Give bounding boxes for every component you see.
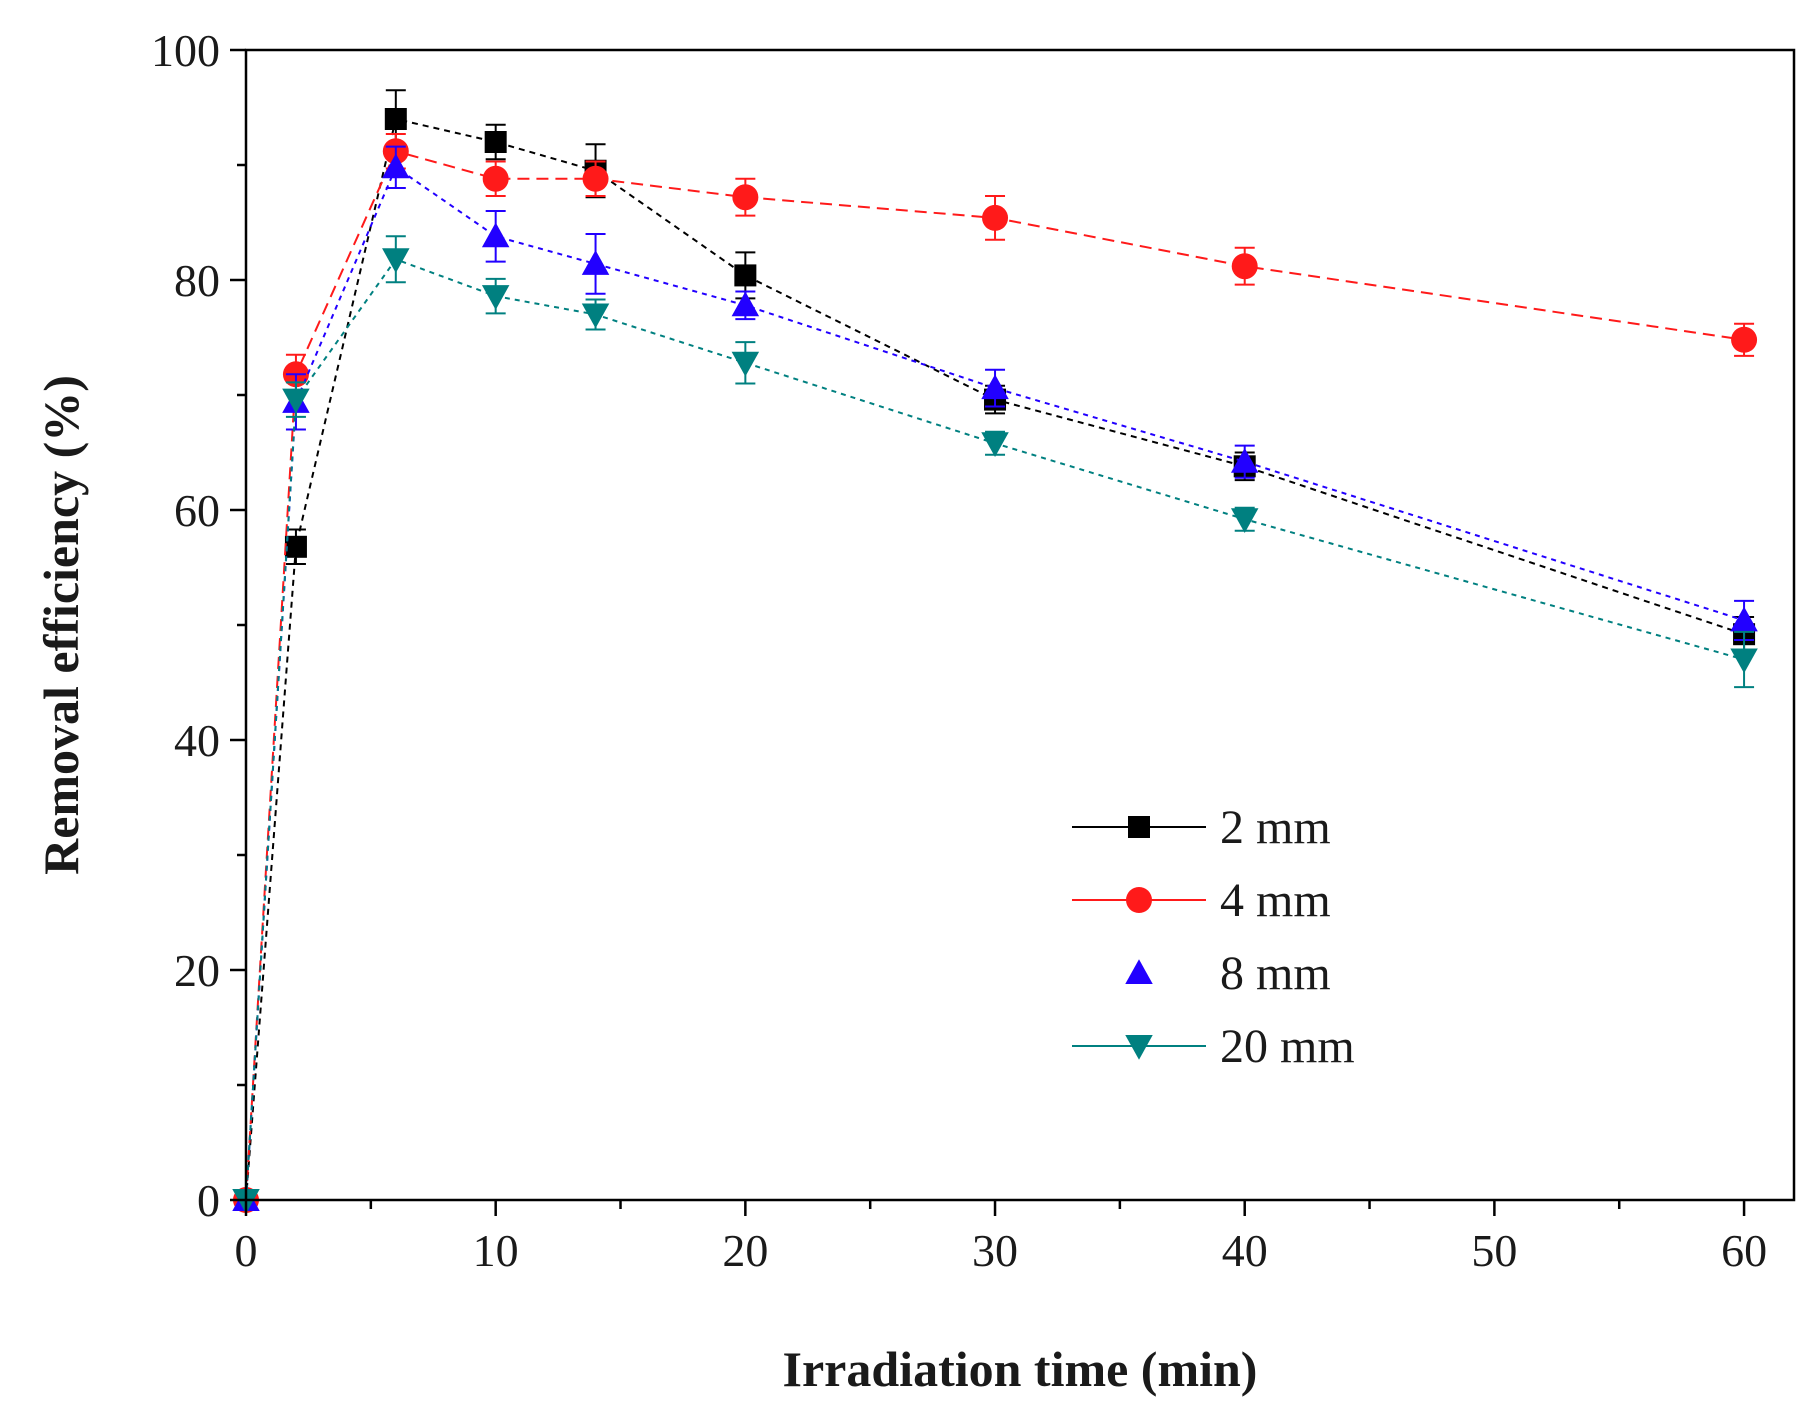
data-point bbox=[482, 165, 509, 192]
series-8-mm bbox=[232, 145, 1758, 1211]
data-point bbox=[1730, 648, 1758, 674]
data-point bbox=[481, 285, 510, 310]
legend-item-20-mm: 20 mm bbox=[1072, 1020, 1355, 1073]
x-tick-label: 60 bbox=[1721, 1225, 1767, 1276]
y-tick-label: 40 bbox=[174, 715, 220, 766]
data-point bbox=[1230, 508, 1259, 533]
y-tick-label: 0 bbox=[197, 1175, 220, 1226]
data-point bbox=[382, 248, 410, 274]
legend-label: 8 mm bbox=[1220, 947, 1331, 1000]
y-tick-label: 80 bbox=[174, 255, 220, 306]
series-line-8-mm bbox=[245, 165, 1745, 1201]
y-axis-title: Removal efficiency (%) bbox=[33, 375, 89, 875]
data-point bbox=[382, 153, 410, 179]
legend-marker bbox=[1126, 887, 1152, 913]
x-tick-label: 30 bbox=[972, 1225, 1018, 1276]
series-line-2-mm bbox=[245, 117, 1745, 1201]
x-tick-label: 50 bbox=[1471, 1225, 1517, 1276]
data-point bbox=[732, 184, 759, 211]
data-point bbox=[982, 204, 1009, 231]
x-tick-label: 10 bbox=[473, 1225, 519, 1276]
data-point bbox=[1731, 326, 1758, 353]
series-2-mm bbox=[235, 89, 1756, 1211]
data-point bbox=[484, 131, 507, 153]
legend-label: 20 mm bbox=[1220, 1020, 1355, 1073]
data-point bbox=[581, 303, 610, 329]
legend-marker bbox=[1125, 959, 1153, 984]
x-axis-title: Irradiation time (min) bbox=[783, 1341, 1258, 1397]
legend-label: 2 mm bbox=[1220, 801, 1331, 854]
data-point bbox=[981, 432, 1009, 458]
legend-marker bbox=[1125, 1035, 1153, 1060]
data-point bbox=[734, 264, 757, 287]
x-tick-label: 40 bbox=[1222, 1225, 1268, 1276]
x-tick-label: 0 bbox=[235, 1225, 258, 1276]
series-line-4-mm bbox=[245, 150, 1745, 1201]
legend-marker bbox=[1128, 816, 1150, 838]
data-point bbox=[981, 374, 1009, 400]
series-4-mm bbox=[233, 132, 1758, 1213]
data-point bbox=[582, 165, 609, 192]
legend-item-4-mm: 4 mm bbox=[1072, 874, 1331, 927]
series-20-mm bbox=[232, 235, 1758, 1214]
legend-item-2-mm: 2 mm bbox=[1072, 801, 1331, 854]
series-layer bbox=[232, 89, 1758, 1214]
data-point bbox=[581, 250, 610, 275]
data-point bbox=[731, 351, 760, 377]
data-point bbox=[1231, 253, 1258, 280]
data-point bbox=[731, 291, 760, 317]
legend: 2 mm 4 mm 8 mm 20 mm bbox=[1072, 801, 1355, 1073]
y-tick-label: 60 bbox=[174, 485, 220, 536]
x-tick-label: 20 bbox=[722, 1225, 768, 1276]
data-point bbox=[282, 388, 310, 414]
data-point bbox=[481, 222, 510, 248]
data-point bbox=[384, 108, 407, 130]
legend-item-8-mm: 8 mm bbox=[1125, 947, 1331, 1000]
legend-label: 4 mm bbox=[1220, 874, 1331, 927]
data-point bbox=[1230, 447, 1259, 473]
data-point bbox=[1730, 606, 1758, 632]
y-tick-label: 20 bbox=[174, 945, 220, 996]
data-point bbox=[284, 535, 307, 558]
y-tick-label: 100 bbox=[151, 25, 220, 76]
